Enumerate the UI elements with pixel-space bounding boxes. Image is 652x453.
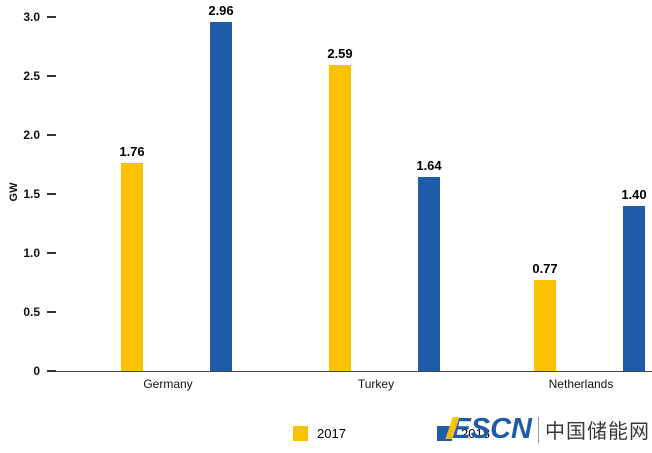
y-tick-label: 0: [33, 364, 40, 378]
bar-value-label: 1.64: [416, 158, 442, 173]
y-tick-mark: [47, 193, 56, 195]
y-tick-mark: [47, 134, 56, 136]
bar-2017-netherlands: [534, 280, 556, 371]
bar-2017-germany: [121, 163, 143, 371]
y-tick-label: 2.0: [23, 128, 40, 142]
y-tick-label: 2.5: [23, 69, 40, 83]
bar-2018-netherlands: [623, 206, 645, 371]
watermark-divider: [538, 416, 539, 443]
bar-2017-turkey: [329, 65, 351, 371]
x-axis-line: [55, 371, 652, 372]
category-label-netherlands: Netherlands: [548, 377, 614, 391]
bar-value-label: 1.76: [119, 144, 145, 159]
category-label-germany: Germany: [143, 377, 193, 391]
bar-2018-turkey: [418, 177, 440, 371]
bar-value-label: 1.40: [621, 187, 647, 202]
watermark-site-name: 中国储能网: [545, 421, 650, 443]
y-tick-mark: [47, 370, 56, 372]
bar-value-label: 0.77: [532, 261, 558, 276]
y-tick-label: 1.0: [23, 246, 40, 260]
y-tick-mark: [47, 252, 56, 254]
category-label-turkey: Turkey: [357, 377, 395, 391]
y-tick-label: 1.5: [23, 187, 40, 201]
bar-2018-germany: [210, 22, 232, 371]
watermark: ESCN 中国储能网: [445, 413, 650, 446]
bar-value-label: 2.96: [208, 3, 234, 18]
bar-value-label: 2.59: [327, 46, 353, 61]
y-tick-mark: [47, 75, 56, 77]
y-tick-mark: [47, 16, 56, 18]
y-tick-label: 0.5: [23, 305, 40, 319]
watermark-brand-text: ESCN: [445, 413, 532, 446]
y-tick-mark: [47, 311, 56, 313]
y-tick-label: 3.0: [23, 10, 40, 24]
